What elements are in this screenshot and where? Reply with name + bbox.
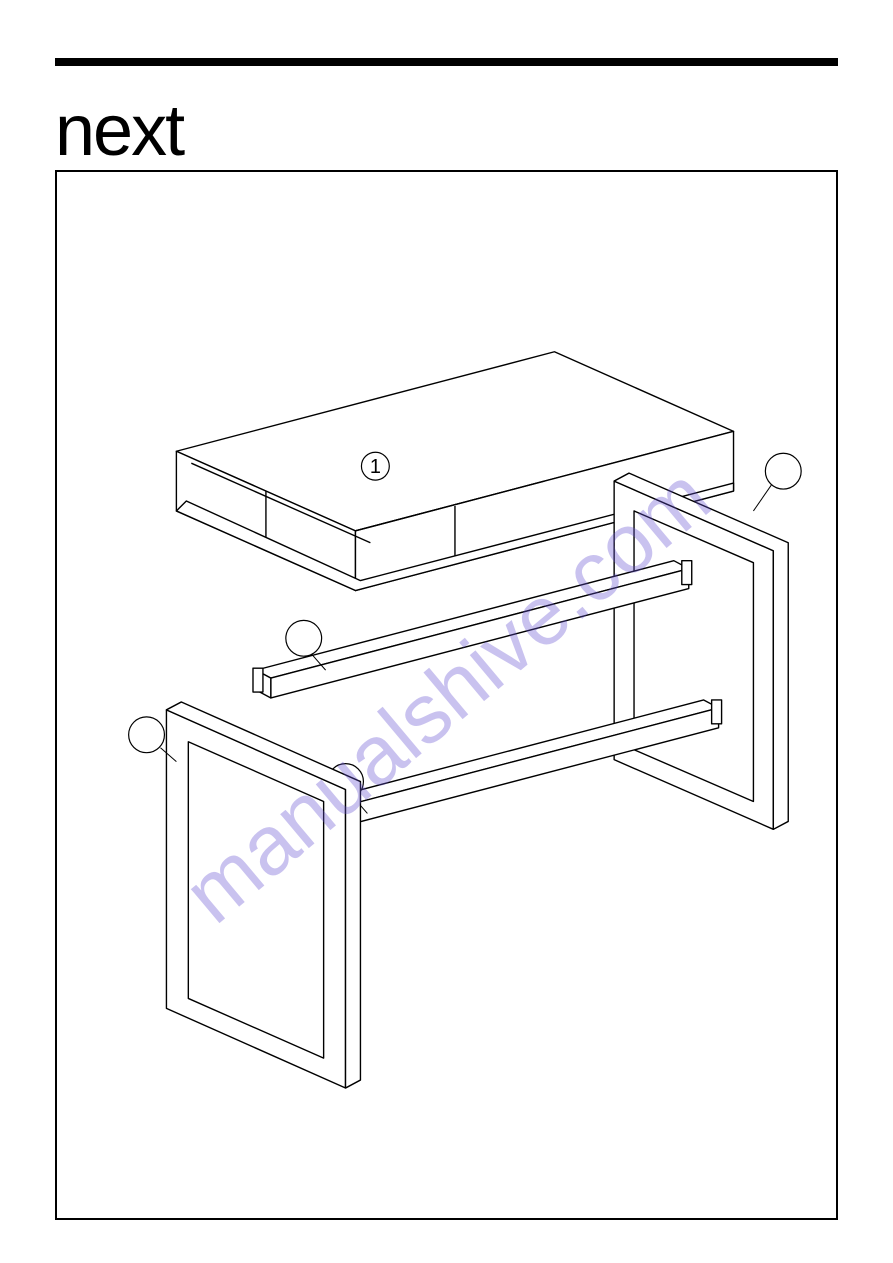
callout-right-leg	[753, 453, 801, 511]
page: next	[0, 0, 893, 1263]
callout-1-label: 1	[370, 456, 381, 478]
top-horizontal-rule	[55, 58, 838, 66]
diagram-frame: 1	[55, 170, 838, 1220]
left-leg-frame	[166, 702, 360, 1088]
right-leg-frame	[614, 473, 788, 829]
exploded-diagram: 1	[57, 172, 836, 1218]
brand-logo: next	[55, 90, 183, 172]
callout-1: 1	[361, 452, 389, 480]
